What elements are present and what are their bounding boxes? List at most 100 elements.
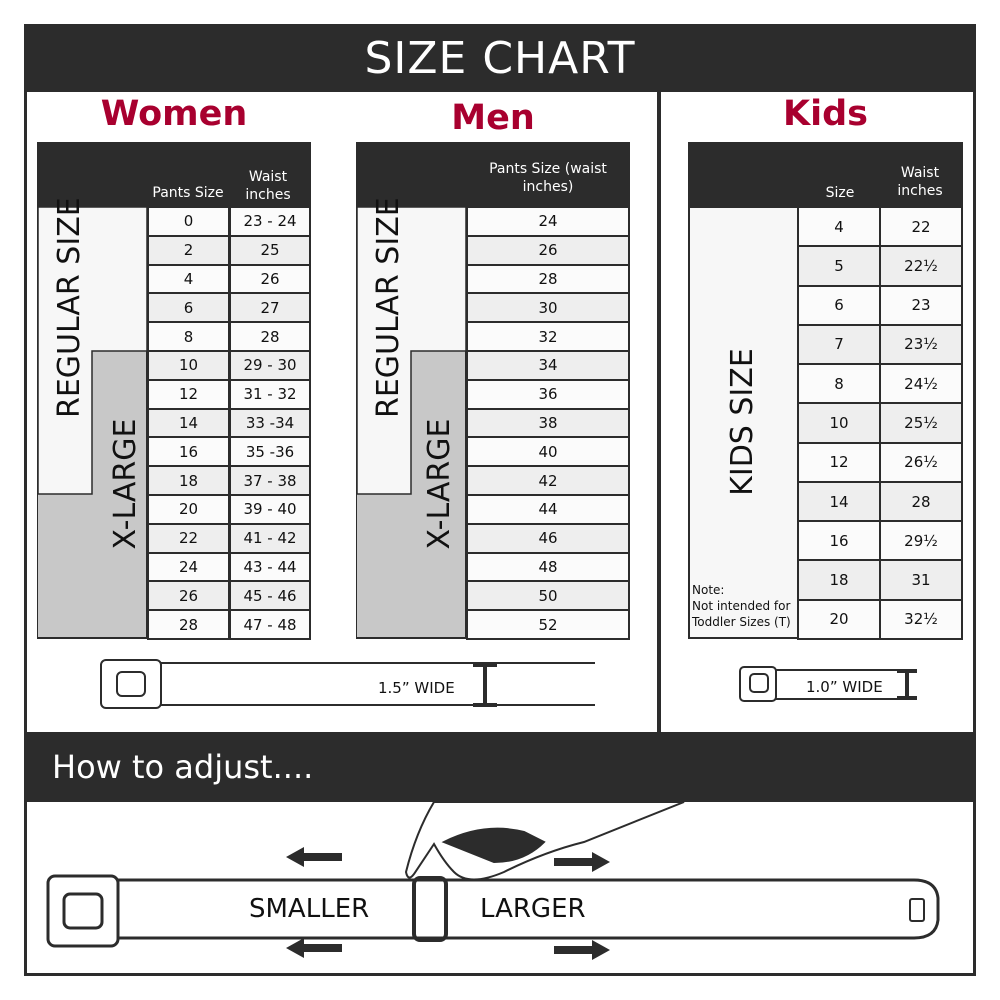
larger-label: LARGER bbox=[480, 894, 586, 924]
men-cell: 48 bbox=[466, 551, 630, 583]
kids-cell: 28 bbox=[879, 480, 963, 523]
men-col-pants-size: Pants Size (waist inches) bbox=[489, 161, 607, 195]
women-xlarge-label: X-LARGE bbox=[108, 418, 143, 550]
men-title: Men bbox=[451, 98, 535, 138]
women-cell: 28 bbox=[229, 321, 311, 352]
women-cell: 27 bbox=[229, 292, 311, 324]
kids-cell: 24½ bbox=[879, 363, 963, 405]
kids-cell: 8 bbox=[797, 363, 881, 405]
belt-strap bbox=[114, 878, 940, 940]
kids-cell: 32½ bbox=[879, 598, 963, 640]
kids-cell: 10 bbox=[797, 402, 881, 444]
adjust-illustration bbox=[46, 802, 940, 960]
men-xlarge-label: X-LARGE bbox=[422, 418, 457, 550]
women-cell: 26 bbox=[147, 580, 230, 612]
kids-col-size: Size bbox=[825, 185, 855, 201]
belt-1-5-inch-icon bbox=[100, 659, 595, 709]
note-line: Not intended for bbox=[692, 599, 791, 613]
men-cell: 46 bbox=[466, 522, 630, 554]
arrow-left-icon bbox=[286, 847, 342, 867]
note-heading: Note: bbox=[692, 583, 725, 597]
women-cell: 18 bbox=[147, 465, 230, 496]
women-cell: 31 - 32 bbox=[229, 378, 311, 410]
men-cell: 30 bbox=[466, 292, 630, 324]
kids-cell: 14 bbox=[797, 480, 881, 523]
women-cell: 20 bbox=[147, 494, 230, 525]
women-col-waist: Waist inches bbox=[245, 169, 291, 203]
kids-cell: 26½ bbox=[879, 441, 963, 483]
kids-belt-width: 1.0” WIDE bbox=[806, 678, 883, 696]
kids-size-label: KIDS SIZE bbox=[725, 348, 760, 496]
men-regular-label: REGULAR SIZE bbox=[371, 197, 406, 418]
smaller-label: SMALLER bbox=[249, 894, 370, 924]
women-cell: 25 bbox=[229, 234, 311, 266]
strap-tip-slot bbox=[909, 898, 925, 922]
women-col-pants-size: Pants Size bbox=[152, 185, 224, 201]
women-regular-label: REGULAR SIZE bbox=[52, 197, 87, 418]
section-divider bbox=[657, 92, 661, 732]
hand-icon bbox=[404, 802, 685, 881]
kids-cell: 12 bbox=[797, 441, 881, 483]
women-cell: 29 - 30 bbox=[229, 350, 311, 381]
men-cell: 34 bbox=[466, 350, 630, 381]
women-cell: 43 - 44 bbox=[229, 551, 311, 583]
kids-cell: 25½ bbox=[879, 402, 963, 444]
men-cell: 52 bbox=[466, 609, 630, 640]
men-cell: 38 bbox=[466, 407, 630, 439]
women-cell: 12 bbox=[147, 378, 230, 410]
men-cell: 24 bbox=[466, 206, 630, 237]
men-size-groups bbox=[356, 206, 467, 639]
men-cell: 32 bbox=[466, 321, 630, 352]
kids-cell: 23 bbox=[879, 284, 963, 326]
women-cell: 28 bbox=[147, 609, 230, 640]
men-cell: 28 bbox=[466, 263, 630, 295]
kids-cell: 6 bbox=[797, 284, 881, 326]
women-cell: 2 bbox=[147, 234, 230, 266]
page-title: SIZE CHART bbox=[24, 24, 976, 92]
arrow-right-icon bbox=[554, 940, 610, 960]
men-cell: 40 bbox=[466, 436, 630, 468]
women-cell: 8 bbox=[147, 321, 230, 352]
women-title: Women bbox=[100, 94, 248, 134]
men-table-header: Pants Size (waist inches) bbox=[356, 142, 630, 206]
men-cell: 42 bbox=[466, 465, 630, 496]
women-belt-width: 1.5” WIDE bbox=[378, 679, 455, 697]
men-cell: 26 bbox=[466, 234, 630, 266]
men-cell: 44 bbox=[466, 494, 630, 525]
women-cell: 26 bbox=[229, 263, 311, 295]
women-cell: 23 - 24 bbox=[229, 206, 311, 237]
men-cell: 50 bbox=[466, 580, 630, 612]
arrow-right-icon bbox=[554, 852, 610, 872]
kids-cell: 20 bbox=[797, 598, 881, 640]
women-cell: 35 -36 bbox=[229, 436, 311, 468]
slide-loop-icon bbox=[412, 876, 448, 942]
women-cell: 4 bbox=[147, 263, 230, 295]
women-cell: 6 bbox=[147, 292, 230, 324]
kids-cell: 31 bbox=[879, 559, 963, 601]
women-cell: 0 bbox=[147, 206, 230, 237]
women-cell: 47 - 48 bbox=[229, 609, 311, 640]
women-cell: 45 - 46 bbox=[229, 580, 311, 612]
belt-1-0-inch-icon bbox=[739, 666, 917, 702]
kids-title: Kids bbox=[782, 94, 868, 134]
kids-cell: 16 bbox=[797, 520, 881, 562]
women-cell: 16 bbox=[147, 436, 230, 468]
kids-note: Note: Not intended for Toddler Sizes (T) bbox=[692, 582, 791, 630]
kids-cell: 23½ bbox=[879, 323, 963, 366]
how-to-adjust-heading: How to adjust.... bbox=[24, 732, 976, 802]
men-cell: 36 bbox=[466, 378, 630, 410]
women-cell: 39 - 40 bbox=[229, 494, 311, 525]
women-cell: 14 bbox=[147, 407, 230, 439]
kids-cell: 7 bbox=[797, 323, 881, 366]
women-cell: 10 bbox=[147, 350, 230, 381]
women-cell: 22 bbox=[147, 522, 230, 554]
kids-label-area bbox=[688, 206, 799, 639]
women-table-header: Pants Size Waist inches bbox=[37, 142, 311, 206]
note-line: Toddler Sizes (T) bbox=[692, 615, 791, 629]
women-cell: 33 -34 bbox=[229, 407, 311, 439]
kids-cell: 5 bbox=[797, 245, 881, 287]
kids-cell: 22½ bbox=[879, 245, 963, 287]
kids-cell: 22 bbox=[879, 206, 963, 248]
women-cell: 37 - 38 bbox=[229, 465, 311, 496]
